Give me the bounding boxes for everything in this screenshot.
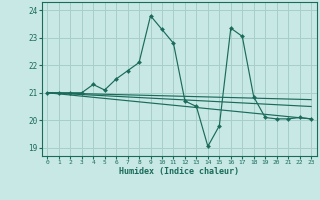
X-axis label: Humidex (Indice chaleur): Humidex (Indice chaleur) <box>119 167 239 176</box>
